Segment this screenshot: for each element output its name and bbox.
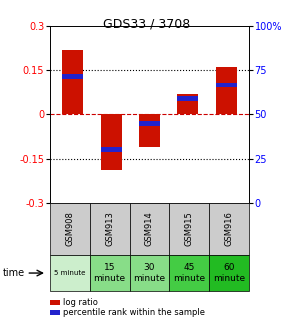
Bar [177,94,198,114]
Bar [62,74,83,78]
Text: GSM908: GSM908 [65,212,74,246]
Text: log ratio: log ratio [63,298,98,307]
Bar [100,147,122,152]
Bar [177,96,198,101]
Text: 5 minute: 5 minute [54,270,86,276]
Text: 15
minute: 15 minute [93,263,126,283]
Bar [100,114,122,170]
Text: 60
minute: 60 minute [213,263,245,283]
Text: GSM915: GSM915 [185,212,194,246]
Text: GSM916: GSM916 [225,212,234,246]
Text: GDS33 / 3708: GDS33 / 3708 [103,18,190,31]
Bar [139,121,160,126]
Bar [216,67,237,114]
Bar [62,50,83,114]
Text: GSM913: GSM913 [105,212,114,246]
Text: 45
minute: 45 minute [173,263,205,283]
Text: time: time [3,268,25,278]
Bar [216,83,237,87]
Text: 30
minute: 30 minute [133,263,166,283]
Bar [139,114,160,147]
Text: percentile rank within the sample: percentile rank within the sample [63,308,205,317]
Text: GSM914: GSM914 [145,212,154,246]
